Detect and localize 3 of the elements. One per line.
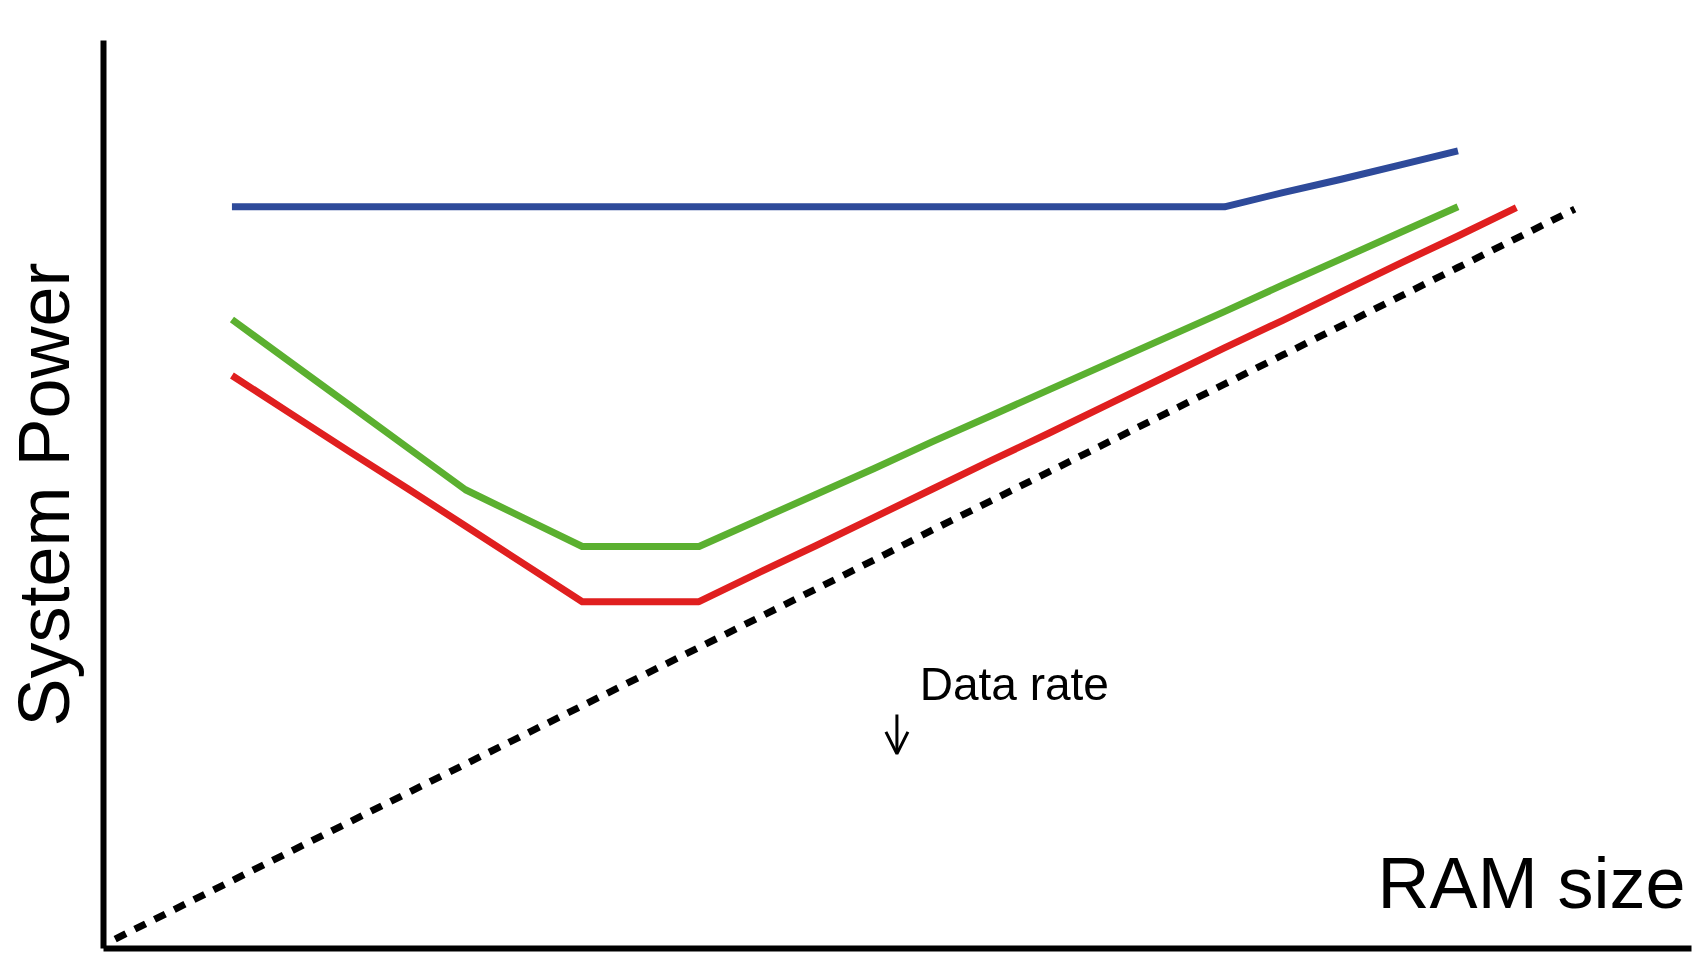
- x-axis-title: RAM size: [1377, 843, 1686, 924]
- y-axis-title: System Power: [3, 262, 84, 727]
- annotation: Data rate: [919, 658, 1109, 711]
